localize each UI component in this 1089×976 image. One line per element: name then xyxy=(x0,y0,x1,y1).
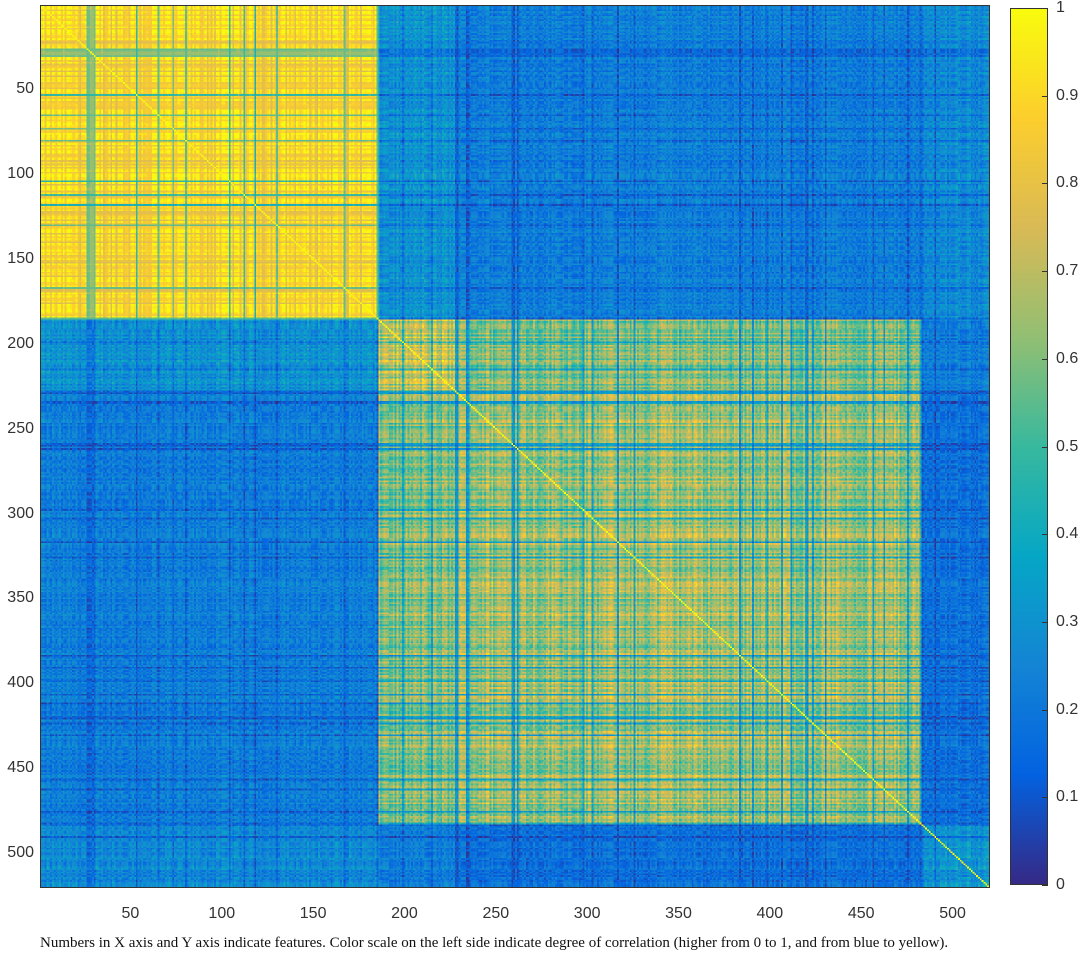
colorbar-tick-label: 0.9 xyxy=(1056,86,1079,104)
colorbar-tick-mark xyxy=(1042,446,1048,448)
y-tick-label: 300 xyxy=(7,504,34,522)
x-tick-label: 500 xyxy=(939,905,966,922)
colorbar-tick-label: 0.2 xyxy=(1056,700,1079,718)
y-tick-label: 150 xyxy=(7,249,34,267)
x-tick-label: 150 xyxy=(299,905,327,922)
y-tick-label: 400 xyxy=(7,674,34,692)
colorbar-tick-mark xyxy=(1042,358,1048,360)
colorbar-tick-mark xyxy=(1042,885,1048,886)
x-tick-label: 300 xyxy=(573,905,601,922)
colorbar-tick-mark xyxy=(1042,534,1048,536)
x-tick-label: 100 xyxy=(208,905,236,922)
colorbar-tick-mark xyxy=(1042,271,1048,273)
x-tick-label: 400 xyxy=(756,905,784,922)
x-tick-label: 50 xyxy=(121,905,140,922)
colorbar-tick-label: 0.3 xyxy=(1056,612,1079,630)
x-tick-label: 350 xyxy=(665,905,692,922)
colorbar-tick-label: 0.6 xyxy=(1056,349,1079,367)
colorbar-tick-mark xyxy=(1042,709,1048,711)
colorbar-tick-mark xyxy=(1042,95,1048,97)
figure-caption: Numbers in X axis and Y axis indicate fe… xyxy=(40,935,949,951)
colorbar-tick-label: 1 xyxy=(1056,0,1065,16)
x-tick-label: 250 xyxy=(482,905,510,922)
colorbar xyxy=(1010,8,1048,885)
colorbar-tick-mark xyxy=(1042,183,1048,185)
y-tick-label: 50 xyxy=(16,80,34,98)
y-tick-label: 200 xyxy=(7,334,34,352)
colorbar-tick-label: 0.8 xyxy=(1056,174,1079,192)
x-tick-label: 450 xyxy=(847,905,875,922)
y-tick-label: 500 xyxy=(7,844,34,862)
x-tick-label: 200 xyxy=(391,905,418,922)
colorbar-tick-mark xyxy=(1042,621,1048,623)
colorbar-tick-label: 0.4 xyxy=(1056,525,1079,543)
colorbar-gradient xyxy=(1011,9,1047,884)
colorbar-tick-mark xyxy=(1042,8,1048,9)
correlation-heatmap xyxy=(41,6,989,887)
heatmap-plot-area xyxy=(40,5,990,888)
y-tick-label: 250 xyxy=(7,419,34,437)
colorbar-tick-label: 0.5 xyxy=(1056,437,1079,455)
y-tick-label: 350 xyxy=(7,589,34,607)
colorbar-tick-label: 0.1 xyxy=(1056,788,1079,806)
y-tick-label: 450 xyxy=(7,759,34,777)
y-tick-label: 100 xyxy=(7,164,34,182)
colorbar-tick-label: 0.7 xyxy=(1056,262,1079,280)
colorbar-tick-label: 0 xyxy=(1056,876,1065,893)
colorbar-tick-mark xyxy=(1042,797,1048,799)
